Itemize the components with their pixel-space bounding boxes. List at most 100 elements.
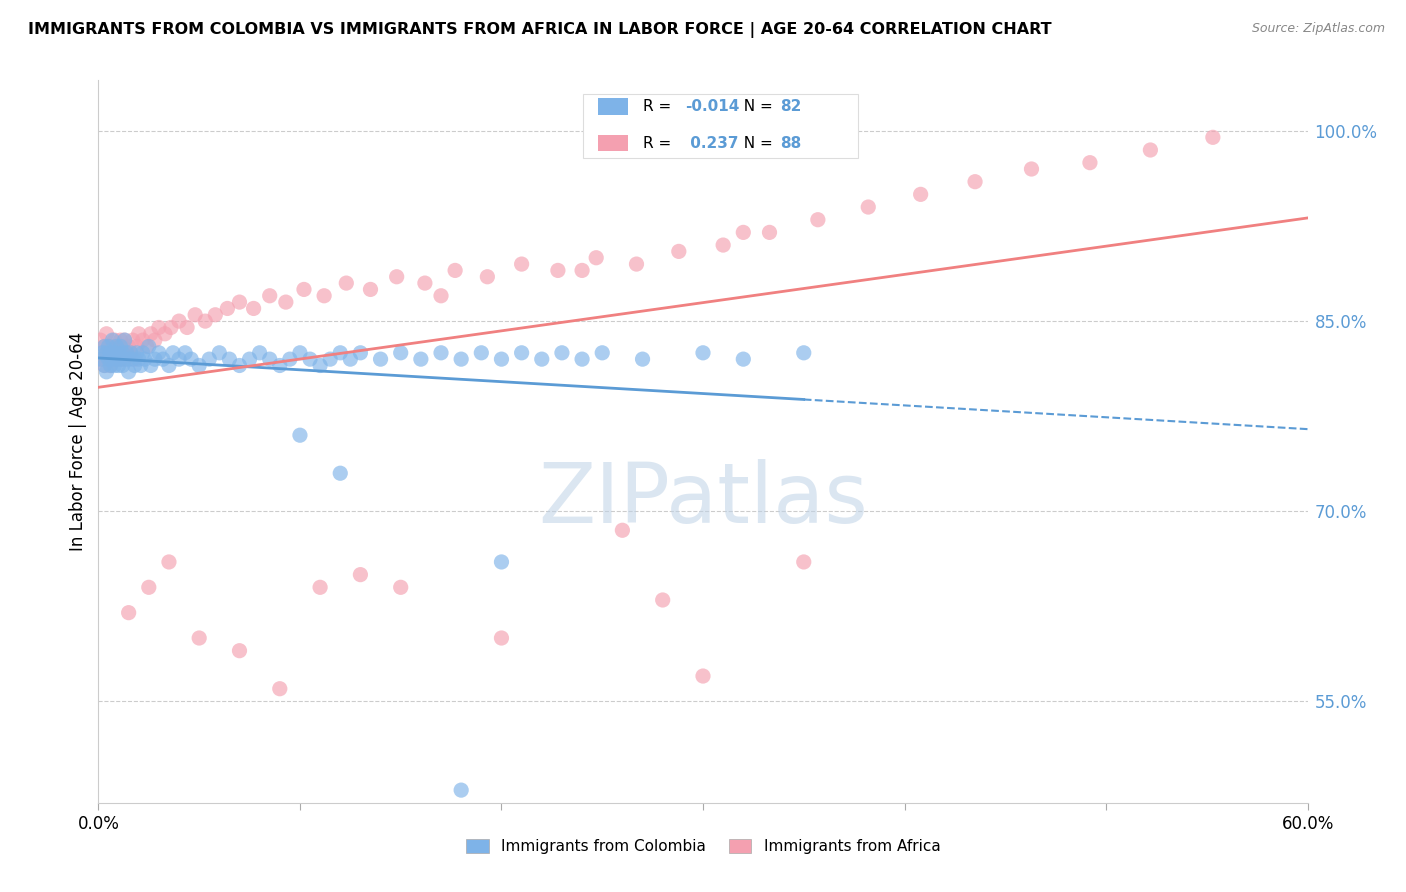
Point <box>128 352 150 367</box>
Point <box>1202 130 1225 145</box>
Point <box>107 352 129 367</box>
Point <box>101 352 124 367</box>
Point <box>612 523 634 537</box>
Point <box>585 251 607 265</box>
Point <box>111 339 134 353</box>
Text: 0.237: 0.237 <box>685 136 738 151</box>
Point <box>188 359 211 373</box>
Point <box>910 187 932 202</box>
Point <box>93 339 115 353</box>
Point <box>228 359 250 373</box>
Point <box>121 352 143 367</box>
Y-axis label: In Labor Force | Age 20-64: In Labor Force | Age 20-64 <box>69 332 87 551</box>
Point <box>93 359 115 373</box>
Point <box>139 326 162 341</box>
Point <box>100 359 122 373</box>
Point <box>1139 143 1161 157</box>
Point <box>309 359 332 373</box>
Text: N =: N = <box>734 136 778 151</box>
Point <box>107 346 129 360</box>
Point <box>198 352 221 367</box>
Point <box>153 326 176 341</box>
Point <box>111 346 134 360</box>
Point <box>965 175 987 189</box>
Point <box>160 320 183 334</box>
Point <box>100 346 122 360</box>
Point <box>288 346 311 360</box>
Point <box>128 326 150 341</box>
Text: R =: R = <box>643 136 676 151</box>
Point <box>1078 155 1101 169</box>
Point <box>139 359 162 373</box>
Point <box>204 308 226 322</box>
Point <box>114 333 136 347</box>
Point <box>138 339 160 353</box>
Point <box>510 257 533 271</box>
Point <box>115 346 138 360</box>
Point <box>89 333 111 347</box>
Point <box>124 352 146 367</box>
Point <box>110 352 132 367</box>
Point <box>105 339 128 353</box>
Point <box>430 346 453 360</box>
Point <box>858 200 880 214</box>
Point <box>450 783 472 797</box>
Point <box>349 567 371 582</box>
Point <box>167 352 190 367</box>
Point <box>309 580 332 594</box>
Point <box>218 352 240 367</box>
Point <box>208 346 231 360</box>
Point <box>118 339 141 353</box>
Text: ZIPatlas: ZIPatlas <box>538 458 868 540</box>
Point <box>793 555 815 569</box>
Point <box>110 352 132 367</box>
Point <box>329 346 352 360</box>
Point <box>120 346 142 360</box>
Point <box>101 352 124 367</box>
Point <box>97 352 120 367</box>
Point <box>103 333 125 347</box>
Point <box>668 244 690 259</box>
Point <box>100 359 122 373</box>
Point <box>239 352 262 367</box>
Point <box>274 295 297 310</box>
Point <box>793 346 815 360</box>
Point <box>571 352 593 367</box>
Text: Source: ZipAtlas.com: Source: ZipAtlas.com <box>1251 22 1385 36</box>
Point <box>299 352 322 367</box>
Point <box>477 269 499 284</box>
Point <box>450 352 472 367</box>
Point <box>143 352 166 367</box>
Point <box>758 226 780 240</box>
Point <box>152 352 174 367</box>
Point <box>626 257 648 271</box>
Point <box>129 359 152 373</box>
Text: R =: R = <box>643 99 676 114</box>
Point <box>491 352 513 367</box>
Point <box>103 359 125 373</box>
Point <box>148 320 170 334</box>
Point <box>259 289 281 303</box>
Point <box>491 631 513 645</box>
Point <box>110 339 132 353</box>
Point <box>510 346 533 360</box>
Point <box>335 276 357 290</box>
Point <box>91 352 114 367</box>
Point <box>389 346 412 360</box>
Point <box>288 428 311 442</box>
Point <box>571 263 593 277</box>
Point <box>430 289 453 303</box>
Point <box>157 555 180 569</box>
Text: -0.014: -0.014 <box>685 99 740 114</box>
Point <box>115 346 138 360</box>
Point <box>278 352 301 367</box>
Point <box>148 346 170 360</box>
Point <box>470 346 492 360</box>
Point <box>228 295 250 310</box>
Point <box>93 339 115 353</box>
Point <box>105 352 128 367</box>
Point <box>97 339 120 353</box>
Point <box>217 301 239 316</box>
Point <box>125 339 148 353</box>
Point <box>96 365 118 379</box>
